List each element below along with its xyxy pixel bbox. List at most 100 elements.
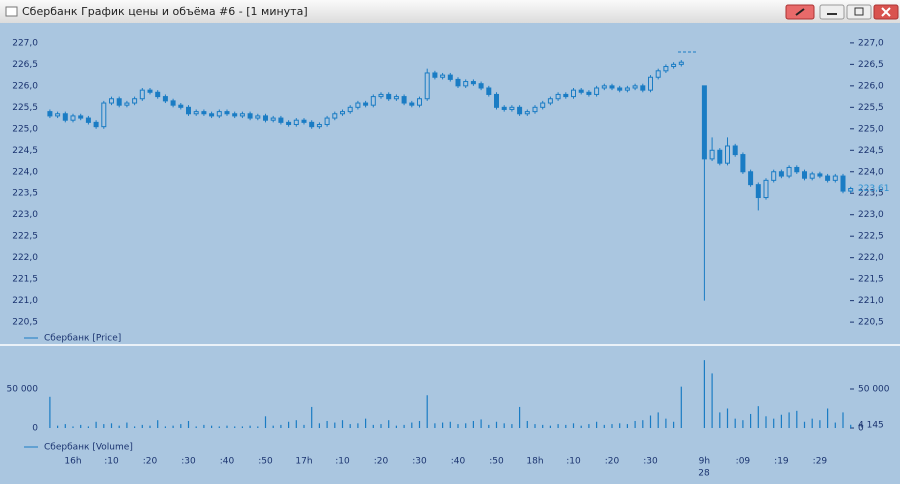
y-tick-label: 224,0 — [858, 167, 884, 177]
candle-body — [786, 166, 792, 177]
candle-body — [247, 113, 253, 119]
candle-body — [193, 111, 199, 115]
volume-bar — [596, 421, 598, 428]
volume-bar — [249, 425, 251, 428]
candle-body — [501, 106, 507, 110]
title-bar — [0, 0, 900, 23]
volume-bar — [318, 423, 320, 428]
volume-bar — [141, 424, 143, 428]
candle-body — [648, 76, 653, 91]
volume-bar — [388, 420, 390, 428]
x-tick-label: :40 — [451, 457, 466, 467]
volume-bar — [357, 423, 359, 428]
volume-bar — [665, 418, 667, 428]
candle-body — [286, 121, 292, 126]
candle-body — [278, 117, 284, 123]
volume-bar — [72, 426, 74, 428]
candle-body — [162, 96, 168, 102]
minimize-button[interactable] — [819, 4, 845, 20]
candle-body — [848, 188, 854, 192]
x-tick-label: :30 — [643, 457, 658, 467]
candle-body — [324, 117, 330, 126]
y-tick-label: 222,0 — [12, 253, 38, 263]
y-tick-label: 225,0 — [12, 124, 38, 134]
candle-body — [740, 154, 746, 173]
volume-bar — [411, 422, 413, 428]
volume-bar — [834, 422, 836, 428]
x-tick-label: :20 — [143, 457, 158, 467]
candle-body — [709, 149, 715, 160]
candle-body — [524, 111, 530, 115]
candle-body — [655, 70, 661, 78]
x-tick-label: 16h — [64, 457, 81, 467]
candle-body — [170, 100, 176, 106]
volume-bar — [765, 416, 767, 428]
candle-body — [316, 124, 322, 128]
restore-icon — [854, 7, 864, 16]
candle-body — [155, 91, 161, 98]
volume-bar — [280, 424, 282, 428]
volume-bar — [742, 420, 744, 428]
y-tick-label: 221,5 — [858, 275, 884, 285]
candle-body — [101, 102, 107, 128]
volume-bar — [134, 426, 136, 428]
candle-body — [47, 111, 53, 117]
candle-body — [540, 102, 546, 108]
candle-body — [440, 74, 446, 78]
candle-body — [809, 173, 815, 179]
volume-bar — [211, 425, 213, 428]
x-tick-label: :50 — [258, 457, 273, 467]
volume-bar — [264, 416, 267, 428]
y-tick-label: 221,0 — [858, 296, 884, 306]
day-label: 28 — [698, 469, 710, 479]
volume-bar — [126, 422, 128, 428]
candle-body — [201, 111, 207, 115]
candle-body — [239, 113, 245, 117]
volume-bar — [349, 424, 351, 428]
restore-button[interactable] — [846, 4, 872, 20]
candle-body — [601, 85, 607, 89]
candle-body — [555, 93, 561, 100]
volume-bar — [257, 426, 259, 428]
y-tick-label: 223,0 — [858, 210, 884, 220]
candle-body — [509, 106, 515, 110]
volume-bar — [218, 426, 220, 428]
volume-bar — [442, 422, 444, 428]
candle-body — [363, 102, 369, 106]
volume-bar — [457, 424, 459, 428]
y-tick-label: 222,5 — [12, 232, 38, 242]
x-tick-label: :10 — [335, 457, 350, 467]
candle-body — [55, 113, 61, 117]
candle-body — [470, 81, 476, 85]
x-tick-label: :10 — [104, 457, 119, 467]
volume-bar — [611, 424, 613, 428]
candle-body — [355, 102, 361, 108]
candle-body — [794, 166, 800, 173]
volume-bar — [157, 420, 159, 428]
volume-bar — [780, 414, 782, 428]
volume-bar — [203, 424, 205, 428]
candle-body — [424, 72, 430, 100]
candle-body — [417, 98, 422, 106]
candle-body — [270, 117, 276, 121]
volume-bar — [272, 425, 274, 428]
x-tick-label: :30 — [181, 457, 196, 467]
volume-bar — [380, 424, 382, 428]
volume-bar — [711, 373, 713, 428]
candle-body — [640, 85, 646, 91]
volume-bar — [434, 423, 436, 428]
volume-bar — [572, 423, 575, 428]
volume-bar — [80, 424, 82, 428]
candle-body — [478, 83, 484, 89]
candle-body — [547, 98, 553, 104]
candle-body — [78, 115, 84, 119]
x-tick-label: :20 — [374, 457, 389, 467]
x-tick-label: :19 — [774, 457, 789, 467]
candle-body — [178, 104, 184, 108]
volume-bar — [164, 426, 166, 428]
x-tick-label: :40 — [220, 457, 235, 467]
volume-bar — [503, 423, 505, 428]
y-tick-label: 223,5 — [12, 189, 38, 199]
volume-bar — [534, 424, 536, 428]
volume-bar — [634, 420, 636, 428]
